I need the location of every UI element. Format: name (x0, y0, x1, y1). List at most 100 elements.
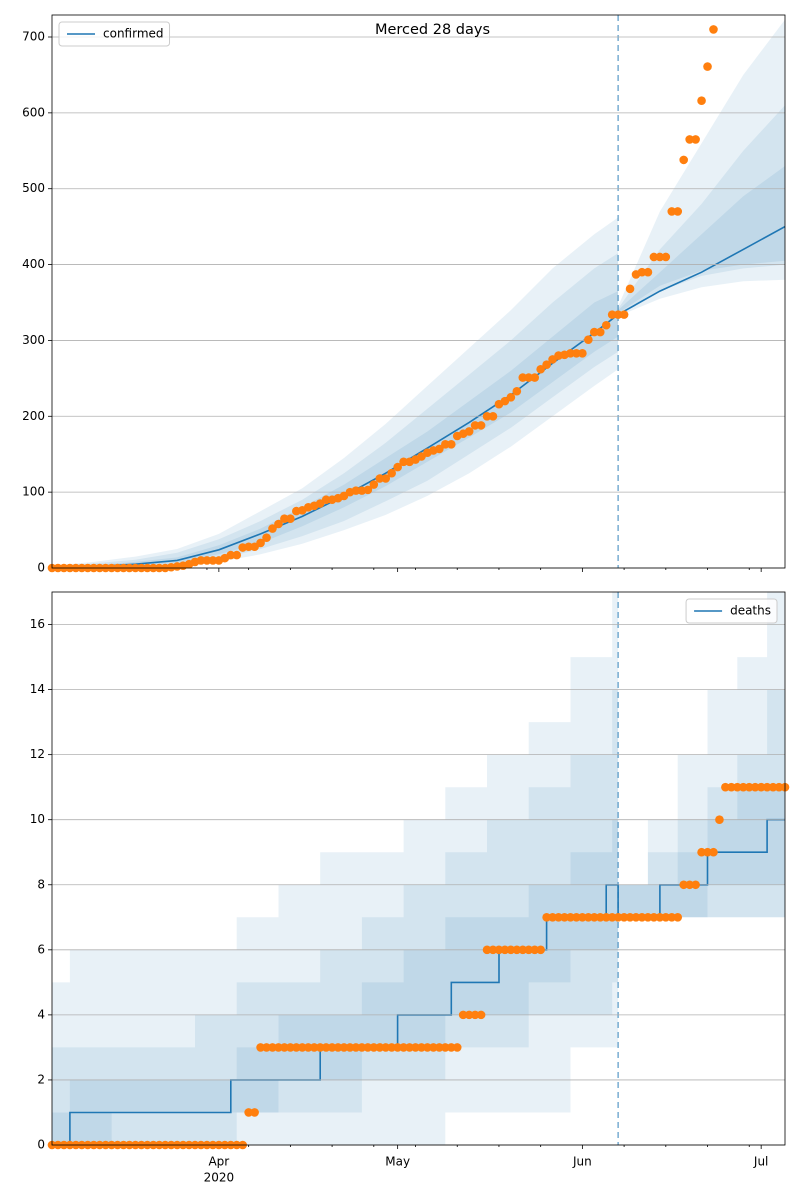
observed-point (643, 267, 653, 277)
axes: 0 2 4 6 8 10 12 14 16 Apr 2020 May Jun Jul deaths (30, 591, 790, 1185)
observed-point (643, 912, 653, 922)
observed-point (411, 1043, 420, 1052)
observed-point (417, 1043, 426, 1052)
observed-point (590, 327, 599, 337)
observed-point (357, 1043, 367, 1052)
observed-point (774, 782, 784, 792)
observed-point (482, 945, 492, 955)
observed-point (512, 386, 522, 396)
observed-point (387, 1043, 396, 1052)
observed-point (381, 474, 391, 483)
observed-point (673, 912, 683, 922)
observed-point (637, 267, 647, 277)
observed-point (679, 155, 688, 165)
observed-point (458, 1010, 468, 1020)
observed-point (405, 1043, 414, 1052)
observed-point (470, 421, 480, 430)
observed-point (607, 310, 617, 319)
observed-point (691, 880, 700, 890)
observed-point (655, 912, 665, 922)
observed-point (441, 1043, 450, 1052)
observed-point (685, 135, 694, 144)
observed-point (482, 411, 492, 421)
axes-frame (51, 14, 786, 569)
y-tick-label: 8 (37, 877, 45, 891)
observed-point (667, 912, 677, 922)
observed-point (345, 1043, 355, 1052)
observed-point (709, 25, 718, 34)
observed-point (762, 782, 772, 792)
y-tick-label: 0 (37, 1138, 45, 1152)
chart-title: Merced 28 days (375, 22, 490, 38)
axes: 0 100 200 300 400 500 600 700 Merced 28 days conf… (22, 14, 786, 575)
observed-point (721, 782, 730, 792)
observed-point (518, 373, 528, 382)
observed-point (601, 912, 611, 922)
observed-point (387, 468, 396, 478)
observed-point (667, 207, 677, 216)
observed-point (697, 847, 706, 857)
x-tick-label: Jun (572, 1155, 592, 1169)
legend-box (685, 598, 778, 624)
observed-point (321, 495, 331, 505)
observed-point (446, 440, 456, 449)
observed-point (566, 912, 575, 922)
observed-point (566, 349, 575, 358)
observed-point (542, 912, 551, 922)
observed-point (542, 360, 551, 370)
observed-point (703, 847, 712, 857)
y-tick-label: 6 (37, 942, 45, 956)
observed-point (274, 519, 283, 529)
observed-point (613, 310, 623, 319)
x-tick-sublabel: 2020 (204, 1171, 235, 1185)
y-tick-label: 300 (22, 333, 45, 347)
observed-point (423, 1043, 432, 1052)
observed-point (637, 912, 647, 922)
y-tick-label: 16 (30, 617, 45, 631)
x-tick-label: Jul (753, 1155, 768, 1169)
observed-point (435, 1043, 444, 1052)
observed-point (590, 912, 599, 922)
y-tick-label: 10 (30, 812, 45, 826)
observed-point (226, 550, 236, 560)
observed-point (446, 1043, 456, 1052)
observed-point (268, 1043, 277, 1052)
y-tick-label: 14 (30, 682, 45, 696)
y-tick-label: 100 (22, 485, 45, 499)
observed-point (619, 310, 629, 319)
observed-point (399, 1043, 408, 1052)
observed-point (595, 327, 605, 337)
observed-point (262, 1043, 271, 1052)
observed-point (738, 782, 748, 792)
observed-point (619, 912, 629, 922)
observed-point (727, 782, 736, 792)
observed-point (536, 364, 545, 374)
observed-point (363, 1043, 373, 1052)
observed-point (464, 1010, 474, 1020)
observed-point (506, 945, 516, 955)
observed-point (333, 1043, 343, 1052)
legend-box (58, 21, 171, 47)
x-tick-label: May (385, 1155, 410, 1169)
observed-point (297, 1043, 307, 1052)
legend: confirmed (58, 21, 171, 47)
observed-point (703, 62, 712, 71)
observed-point (661, 252, 671, 262)
observed-point (691, 135, 700, 144)
observed-point (470, 1010, 480, 1020)
observed-point (560, 912, 569, 922)
observed-point (256, 1043, 265, 1052)
observed-point (208, 556, 218, 565)
plot-area (52, 15, 785, 568)
observed-point (584, 335, 593, 344)
observed-point (572, 912, 581, 922)
observed-point (661, 912, 671, 922)
observed-point (280, 1043, 289, 1052)
observed-point (631, 912, 641, 922)
observed-point (369, 1043, 379, 1052)
legend: deaths (685, 598, 778, 624)
observed-point (393, 1043, 402, 1052)
confidence-band (52, 592, 785, 1145)
legend-label: confirmed (103, 27, 164, 41)
observed-point (381, 1043, 391, 1052)
